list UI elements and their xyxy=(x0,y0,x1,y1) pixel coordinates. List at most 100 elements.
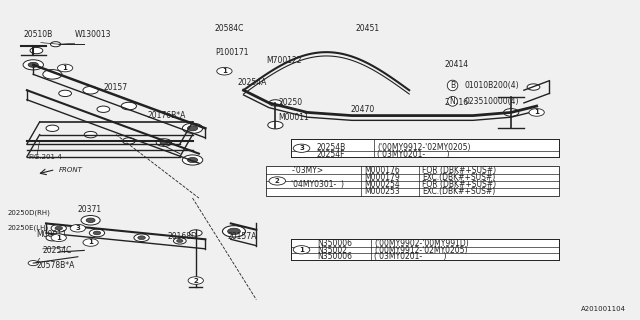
Text: 20470: 20470 xyxy=(351,105,375,114)
Text: 20176B*A: 20176B*A xyxy=(148,111,186,120)
Text: 20250: 20250 xyxy=(278,99,303,108)
FancyBboxPatch shape xyxy=(291,140,559,157)
Text: 1: 1 xyxy=(534,109,539,116)
Circle shape xyxy=(81,215,100,225)
Text: 3: 3 xyxy=(76,225,80,231)
Circle shape xyxy=(97,106,109,112)
Text: 2: 2 xyxy=(275,178,280,184)
Text: B: B xyxy=(450,81,455,90)
Circle shape xyxy=(156,139,172,146)
Circle shape xyxy=(51,224,67,232)
Text: FIG.201-4: FIG.201-4 xyxy=(28,154,62,160)
Text: M000179: M000179 xyxy=(365,173,401,182)
Circle shape xyxy=(43,69,62,79)
Text: 1: 1 xyxy=(63,65,68,71)
FancyBboxPatch shape xyxy=(291,239,559,260)
Text: N35002: N35002 xyxy=(317,245,347,255)
Circle shape xyxy=(55,226,63,230)
Text: ('00MY9912-'02MY0205): ('00MY9912-'02MY0205) xyxy=(378,143,471,152)
Text: 2: 2 xyxy=(193,277,198,284)
Circle shape xyxy=(177,239,183,243)
Circle shape xyxy=(46,235,59,241)
Circle shape xyxy=(504,108,519,116)
Circle shape xyxy=(58,64,73,72)
Text: 20157: 20157 xyxy=(103,83,127,92)
Text: N350006: N350006 xyxy=(317,239,352,248)
Circle shape xyxy=(160,141,168,144)
Circle shape xyxy=(121,102,136,110)
Text: M700122: M700122 xyxy=(266,56,301,65)
Text: 1: 1 xyxy=(88,239,93,245)
Circle shape xyxy=(217,68,232,75)
Circle shape xyxy=(268,121,283,129)
Text: 3: 3 xyxy=(299,145,304,151)
Circle shape xyxy=(138,236,145,240)
Circle shape xyxy=(182,155,203,165)
Text: M000176: M000176 xyxy=(365,166,401,175)
Circle shape xyxy=(228,228,241,235)
Circle shape xyxy=(189,230,202,236)
Text: 20510B: 20510B xyxy=(24,30,53,39)
Circle shape xyxy=(70,224,86,232)
Text: 20250D(RH): 20250D(RH) xyxy=(8,209,51,216)
Circle shape xyxy=(269,100,282,106)
Text: 023510000(4): 023510000(4) xyxy=(464,97,518,106)
Text: 20371: 20371 xyxy=(78,205,102,214)
Text: 20157A: 20157A xyxy=(228,232,257,241)
Text: 20578B*A: 20578B*A xyxy=(36,261,75,270)
Circle shape xyxy=(83,86,99,94)
Circle shape xyxy=(527,84,540,90)
Circle shape xyxy=(269,177,285,185)
Text: ('00MY9912-'02MY0205): ('00MY9912-'02MY0205) xyxy=(374,245,468,255)
Circle shape xyxy=(28,260,38,266)
Text: P100171: P100171 xyxy=(215,48,248,57)
Circle shape xyxy=(90,229,104,237)
Text: 20416: 20416 xyxy=(444,99,468,108)
Circle shape xyxy=(122,138,135,144)
Circle shape xyxy=(83,239,99,246)
Circle shape xyxy=(173,238,186,244)
Text: 20254B: 20254B xyxy=(317,143,346,152)
Circle shape xyxy=(86,218,95,222)
Circle shape xyxy=(46,125,59,132)
Circle shape xyxy=(84,132,97,138)
Circle shape xyxy=(223,226,246,237)
Text: M000254: M000254 xyxy=(365,180,401,189)
Text: 1: 1 xyxy=(222,68,227,74)
Text: 20451: 20451 xyxy=(355,24,379,33)
Text: A201001104: A201001104 xyxy=(581,306,626,312)
Circle shape xyxy=(51,42,61,47)
Circle shape xyxy=(93,231,100,235)
Circle shape xyxy=(293,144,310,152)
Text: FOR (DBK#+SUS#): FOR (DBK#+SUS#) xyxy=(422,180,496,189)
Text: 20414: 20414 xyxy=(444,60,468,69)
FancyBboxPatch shape xyxy=(266,166,559,196)
Circle shape xyxy=(28,62,38,68)
Circle shape xyxy=(30,47,43,54)
Text: ('03MY0201-         ): ('03MY0201- ) xyxy=(378,150,450,159)
Text: 20250E(LH): 20250E(LH) xyxy=(8,225,49,231)
Text: FRONT: FRONT xyxy=(59,167,83,173)
Text: M00011: M00011 xyxy=(278,113,309,122)
Text: 20168D: 20168D xyxy=(167,232,197,241)
Text: N350006: N350006 xyxy=(317,252,352,261)
Text: M000253: M000253 xyxy=(365,187,401,196)
Circle shape xyxy=(59,90,72,97)
Circle shape xyxy=(188,277,204,284)
Text: ('03MY0201-         ): ('03MY0201- ) xyxy=(374,252,447,261)
Text: 20254A: 20254A xyxy=(237,78,266,87)
Text: ('00MY9902-'00MY991D): ('00MY9902-'00MY991D) xyxy=(374,239,469,248)
Circle shape xyxy=(188,157,198,163)
Text: 20254F: 20254F xyxy=(317,150,346,159)
Circle shape xyxy=(529,108,544,116)
Text: M00011: M00011 xyxy=(36,230,67,239)
Text: 20254C: 20254C xyxy=(43,246,72,255)
Circle shape xyxy=(293,246,310,254)
Text: EXC.(DBK#+SUS#): EXC.(DBK#+SUS#) xyxy=(422,173,495,182)
Text: 1: 1 xyxy=(56,235,61,241)
Circle shape xyxy=(51,234,67,242)
Text: W130013: W130013 xyxy=(75,30,111,39)
Text: 1: 1 xyxy=(299,247,304,253)
Text: EXC.(DBK#+SUS#): EXC.(DBK#+SUS#) xyxy=(422,187,495,196)
Circle shape xyxy=(23,60,44,70)
